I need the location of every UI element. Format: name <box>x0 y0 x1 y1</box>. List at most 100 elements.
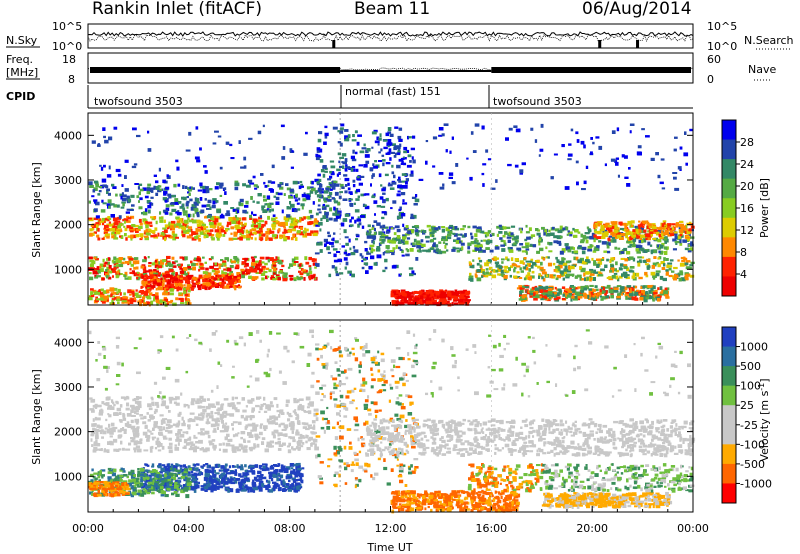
data-cell <box>398 176 401 180</box>
data-cell <box>176 212 182 216</box>
data-cell <box>616 127 620 132</box>
data-cell <box>166 284 170 289</box>
data-cell <box>308 209 313 214</box>
data-cell <box>259 425 262 429</box>
data-cell <box>297 276 302 281</box>
data-cell <box>595 136 600 139</box>
data-cell <box>298 270 302 273</box>
data-cell <box>291 150 294 153</box>
data-cell <box>398 158 404 162</box>
data-cell <box>648 290 652 294</box>
data-cell <box>126 220 131 223</box>
data-cell <box>510 257 514 261</box>
data-cell <box>202 398 207 402</box>
data-cell <box>204 430 210 435</box>
data-cell <box>371 249 376 252</box>
data-cell <box>259 256 265 260</box>
data-cell <box>411 156 414 160</box>
data-cell <box>373 220 378 223</box>
data-cell <box>620 293 623 296</box>
data-cell <box>179 256 184 259</box>
data-cell <box>339 165 343 168</box>
data-cell <box>138 191 141 196</box>
data-cell <box>279 261 283 265</box>
data-cell <box>395 244 398 249</box>
data-cell <box>538 275 541 279</box>
data-cell <box>162 274 165 278</box>
data-cell <box>171 272 175 276</box>
data-cell <box>224 426 229 431</box>
data-cell <box>407 230 413 235</box>
data-cell <box>335 215 339 219</box>
data-cell <box>553 298 558 301</box>
data-cell <box>295 417 299 420</box>
data-cell <box>286 473 291 477</box>
data-cell <box>381 240 385 244</box>
data-cell <box>569 234 573 237</box>
data-cell <box>588 290 592 294</box>
data-cell <box>399 143 402 148</box>
data-cell <box>108 221 112 225</box>
data-cell <box>489 233 493 237</box>
data-cell <box>317 208 321 211</box>
data-cell <box>197 278 201 282</box>
data-cell <box>398 208 401 212</box>
data-cell <box>186 225 189 229</box>
data-cell <box>672 172 678 174</box>
data-cell <box>629 291 632 295</box>
data-cell <box>345 242 349 246</box>
data-cell <box>669 230 674 234</box>
data-cell <box>643 229 647 233</box>
data-cell <box>638 233 641 236</box>
data-cell <box>596 245 600 248</box>
data-cell <box>248 434 254 438</box>
data-cell <box>364 205 370 210</box>
data-cell <box>111 429 116 433</box>
data-cell <box>182 234 186 238</box>
data-cell <box>283 229 289 234</box>
data-cell <box>356 176 361 181</box>
data-cell <box>97 228 100 232</box>
data-cell <box>188 276 192 280</box>
data-cell <box>428 228 432 232</box>
data-cell <box>168 286 172 290</box>
data-cell <box>400 216 403 219</box>
data-cell <box>172 398 178 401</box>
power-ylabel: Slant Range [km] <box>30 162 43 258</box>
cpid-panel: CPID twofsound 3503 normal (fast) 151 tw… <box>6 85 693 109</box>
data-cell <box>287 449 292 454</box>
data-cell <box>103 135 106 139</box>
data-cell <box>591 257 594 261</box>
data-cell <box>600 236 606 239</box>
data-cell <box>117 429 122 433</box>
data-cell <box>499 237 503 240</box>
data-cell <box>636 251 641 254</box>
data-cell <box>245 405 248 408</box>
data-cell <box>171 261 176 265</box>
data-cell <box>319 249 323 253</box>
data-cell <box>149 449 153 453</box>
data-cell <box>342 165 345 169</box>
data-cell <box>641 292 644 296</box>
data-cell <box>103 403 107 406</box>
data-cell <box>562 227 566 231</box>
data-cell <box>250 256 256 259</box>
data-cell <box>249 415 255 419</box>
data-cell <box>283 228 287 231</box>
data-cell <box>673 176 677 180</box>
data-cell <box>270 471 275 475</box>
data-cell <box>491 232 495 237</box>
data-cell <box>645 263 649 266</box>
data-cell <box>131 224 136 228</box>
data-cell <box>163 192 167 196</box>
data-cell <box>615 275 619 280</box>
data-cell <box>549 288 553 292</box>
data-cell <box>124 175 127 179</box>
data-cell <box>223 473 228 478</box>
data-cell <box>130 409 134 413</box>
data-cell <box>447 296 451 301</box>
data-cell <box>311 442 316 445</box>
data-cell <box>650 285 654 289</box>
data-cell <box>237 260 240 264</box>
data-cell <box>200 405 206 409</box>
